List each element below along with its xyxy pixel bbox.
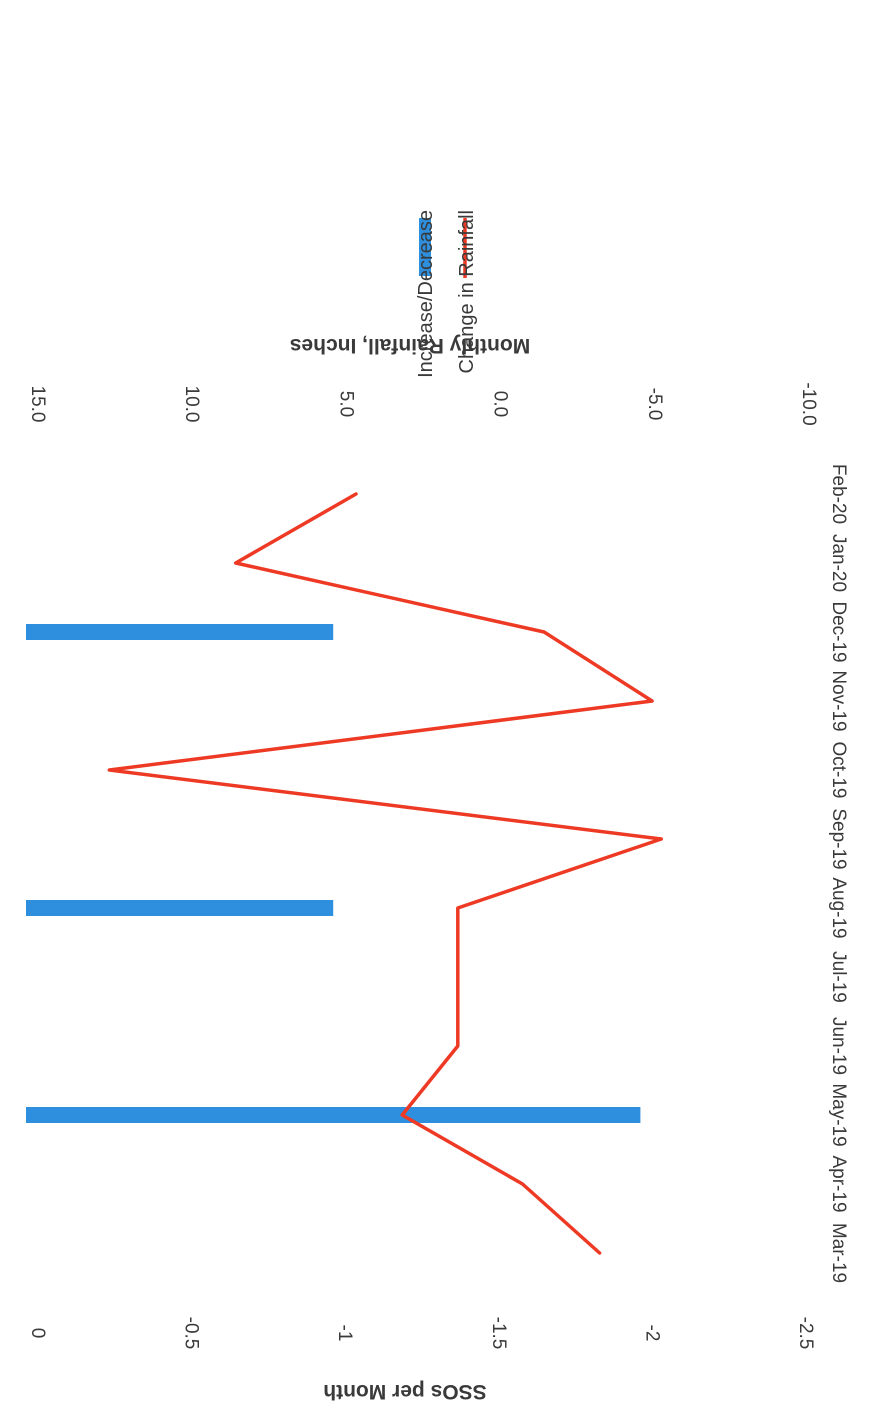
secondary-tick-label: -5.0 — [644, 388, 665, 421]
secondary-axis: 15.0 10.0 5.0 0.0 -5.0 -10.0 — [27, 382, 819, 425]
category-label: Feb-20 — [828, 464, 849, 524]
bar-aug-19 — [26, 900, 334, 916]
legend-swatch-increase-decrease — [419, 218, 431, 276]
primary-tick-label: -0.5 — [181, 1317, 202, 1350]
category-label: Apr-19 — [828, 1155, 849, 1212]
category-label: Oct-19 — [828, 741, 849, 798]
category-label: Aug-19 — [828, 877, 849, 938]
secondary-tick-label: -10.0 — [798, 382, 819, 425]
primary-tick-label: -1.5 — [488, 1317, 509, 1350]
bar-series — [26, 624, 641, 1123]
secondary-tick-label: 5.0 — [335, 391, 356, 417]
category-label: Sep-19 — [828, 808, 849, 869]
category-label: Mar-19 — [828, 1223, 849, 1283]
primary-tick-label: 0 — [27, 1328, 48, 1339]
secondary-tick-label: 10.0 — [181, 386, 202, 423]
legend-label-increase-decrease: Increase/Decrease — [415, 210, 437, 378]
legend-label-change-in-rainfall: Change in Rainfall — [456, 210, 478, 373]
legend: Increase/Decrease Change in Rainfall — [415, 210, 478, 378]
secondary-axis-title: Monthly Rainfall, Inches — [290, 334, 530, 357]
rainfall-line — [107, 492, 664, 1255]
primary-axis-title: SSOs per Month — [323, 1380, 486, 1401]
primary-tick-label: -2.5 — [795, 1317, 816, 1350]
category-label: Jan-20 — [828, 534, 849, 592]
primary-tick-label: -1 — [334, 1325, 355, 1342]
primary-tick-label: -2 — [641, 1325, 662, 1342]
category-label: Jul-19 — [828, 951, 849, 1003]
category-label: Jun-19 — [828, 1017, 849, 1075]
primary-axis: 0 -0.5 -1 -1.5 -2 -2.5 — [27, 1317, 816, 1350]
category-label: Dec-19 — [828, 601, 849, 662]
category-axis: Mar-19 Apr-19 May-19 Jun-19 Jul-19 Aug-19 Sep-… — [828, 464, 849, 1283]
bar-dec-19 — [26, 624, 334, 640]
category-label: Nov-19 — [828, 670, 849, 731]
secondary-tick-label: 0.0 — [490, 391, 511, 417]
bar-may-19 — [26, 1107, 641, 1123]
secondary-tick-label: 15.0 — [27, 386, 48, 423]
category-label: May-19 — [828, 1083, 849, 1146]
